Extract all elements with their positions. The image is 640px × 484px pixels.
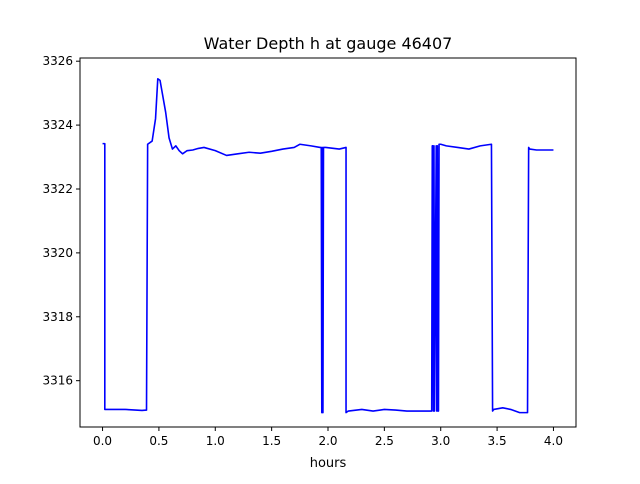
series-line-0 <box>102 77 554 414</box>
plot-layer <box>102 77 554 414</box>
x-tick-label: 1.0 <box>206 434 225 448</box>
plot-frame <box>79 57 577 428</box>
x-tick-label: 3.5 <box>488 434 507 448</box>
x-tick-label: 1.5 <box>262 434 281 448</box>
y-tick-label: 3316 <box>42 374 73 388</box>
x-axis: 0.0 0.5 1.0 1.5 2.0 2.5 3.0 3.5 4.0 <box>93 427 563 448</box>
x-tick-label: 2.5 <box>375 434 394 448</box>
chart-title: Water Depth h at gauge 46407 <box>204 34 453 53</box>
y-tick-label: 3326 <box>42 54 73 68</box>
x-tick-label: 0.5 <box>149 434 168 448</box>
x-tick-label: 0.0 <box>93 434 112 448</box>
x-tick-label: 2.0 <box>318 434 337 448</box>
y-axis: 3316 3318 3320 3322 3324 3326 <box>42 54 80 388</box>
y-tick-label: 3324 <box>42 118 73 132</box>
x-axis-label: hours <box>310 456 347 471</box>
y-tick-label: 3320 <box>42 246 73 260</box>
x-tick-label: 4.0 <box>544 434 563 448</box>
y-tick-label: 3322 <box>42 182 73 196</box>
y-tick-label: 3318 <box>42 310 73 324</box>
x-tick-label: 3.0 <box>431 434 450 448</box>
